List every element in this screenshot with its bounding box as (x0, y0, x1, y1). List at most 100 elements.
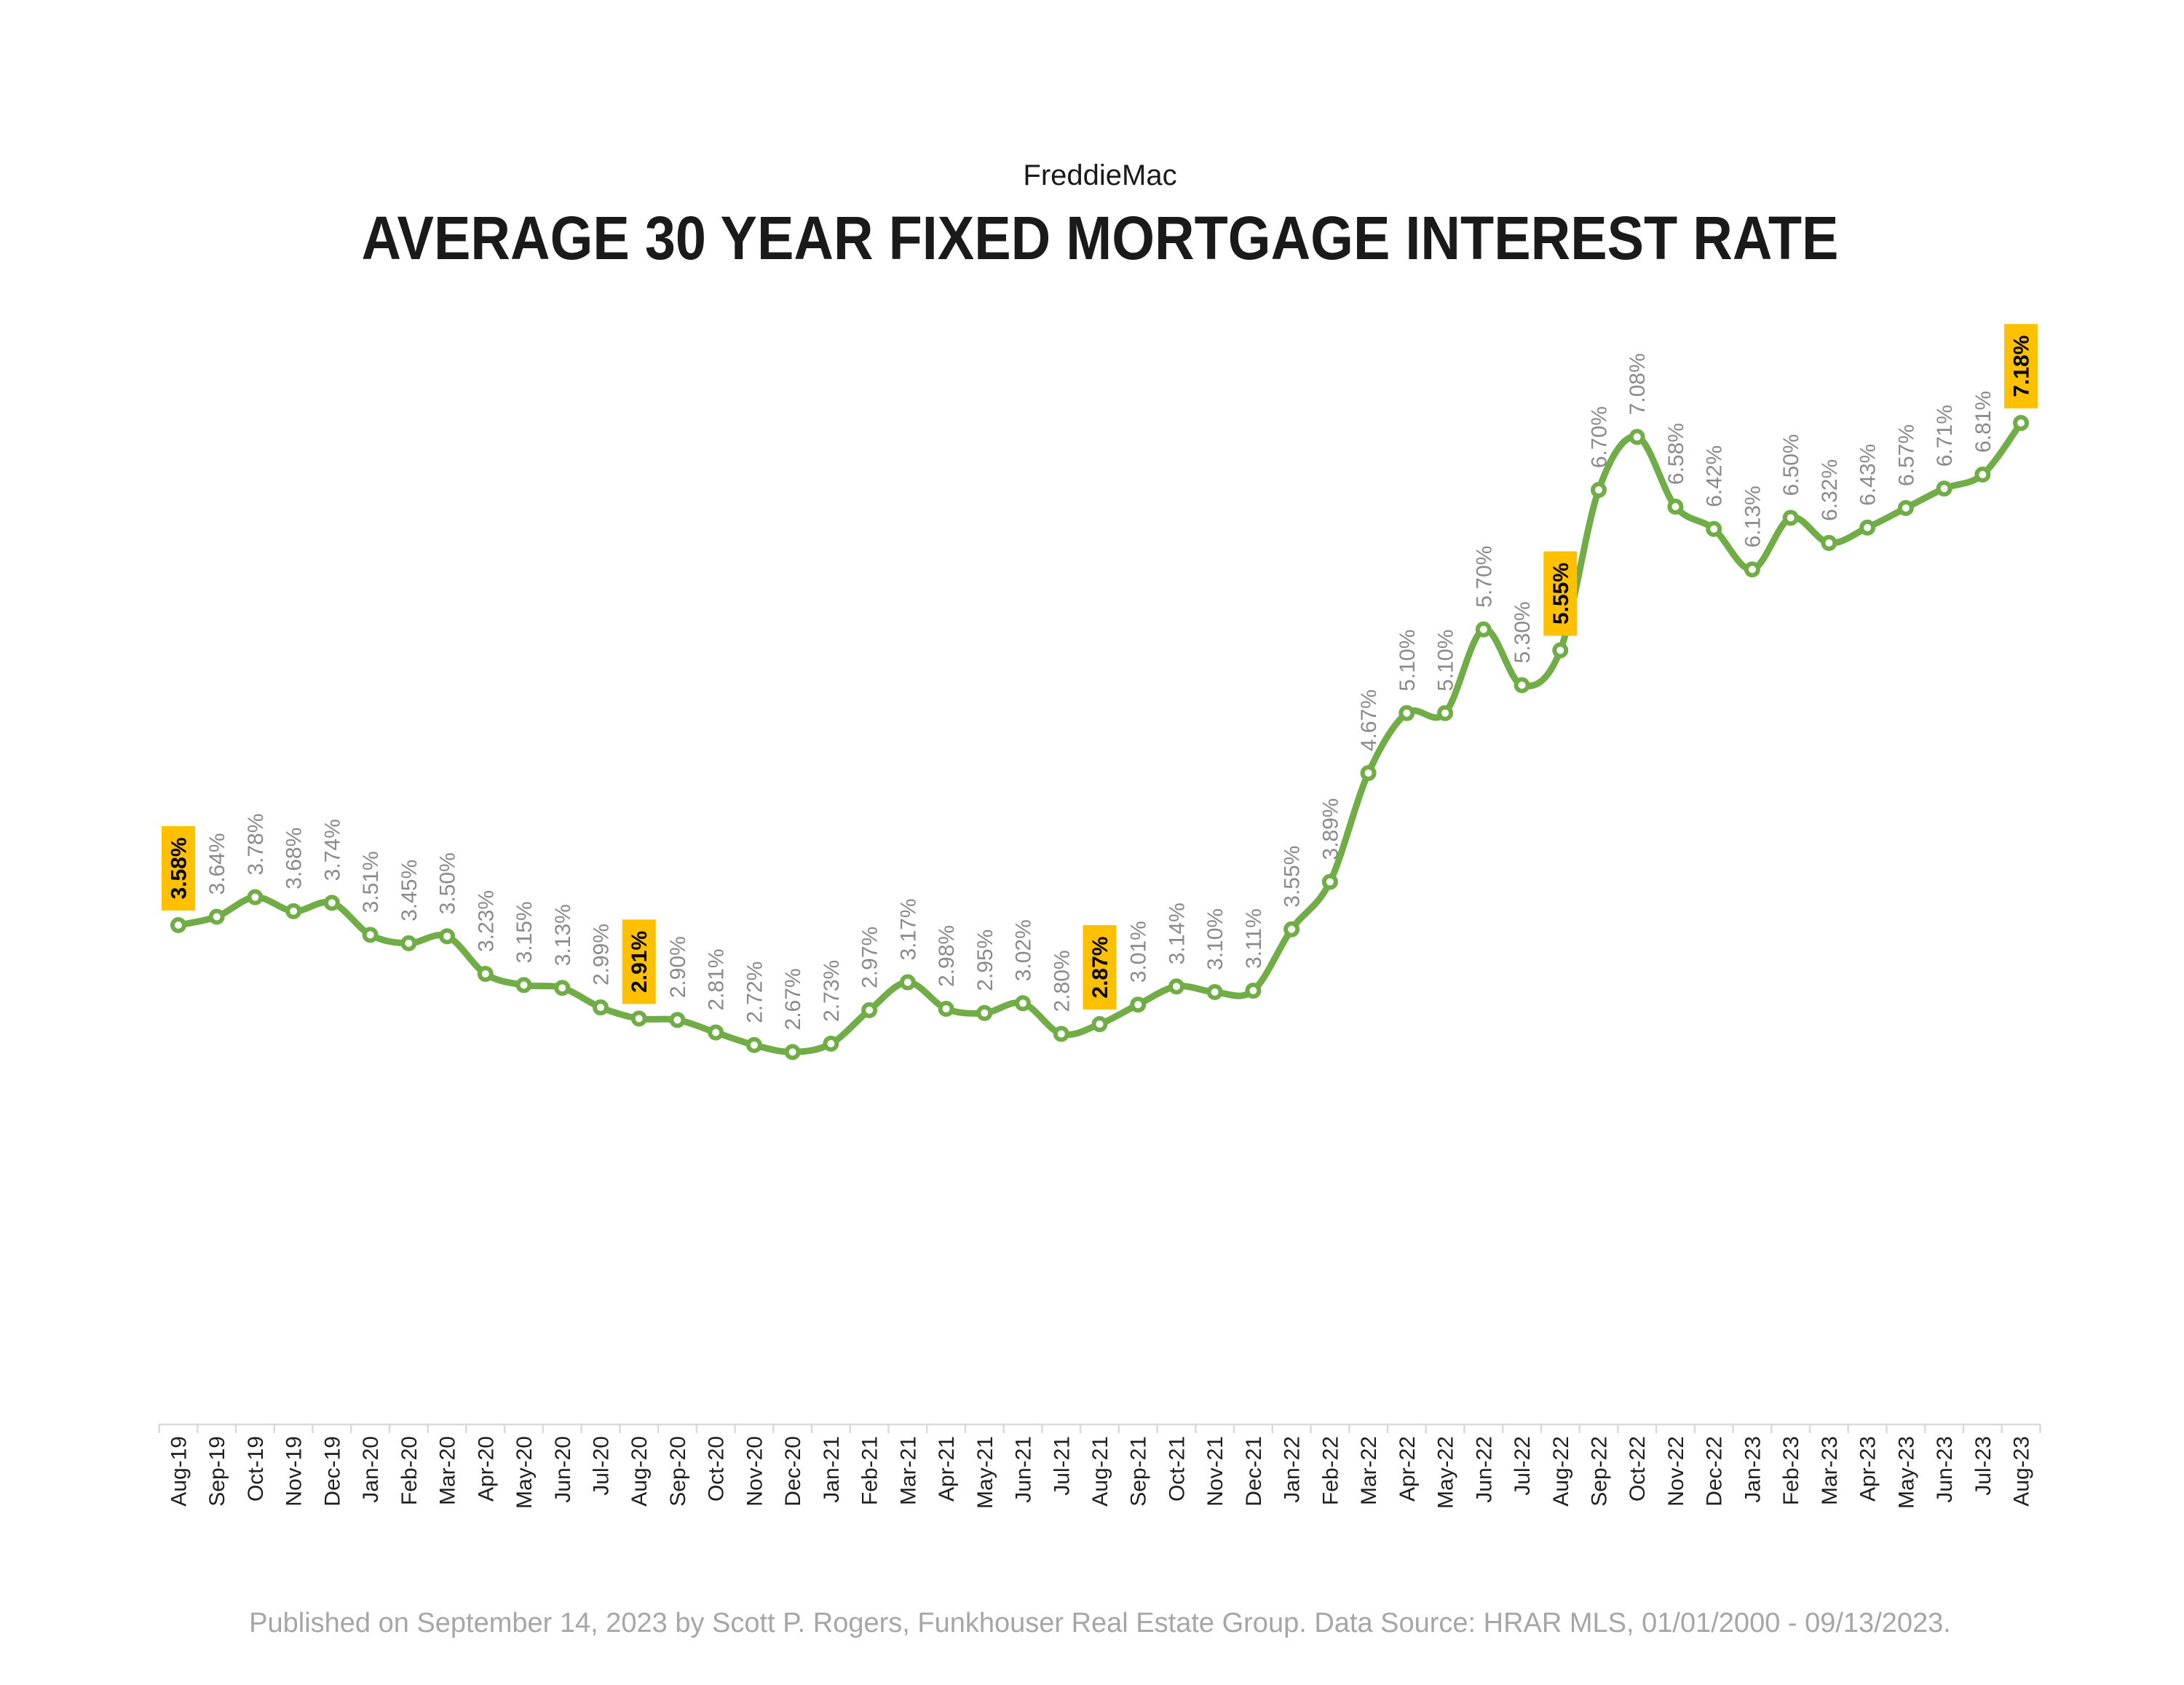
data-label: 5.10% (1396, 630, 1420, 691)
data-label-highlight-box (1543, 551, 1578, 636)
x-tick-label: Jan-23 (1741, 1436, 1765, 1503)
data-label: 4.67% (1357, 689, 1381, 751)
x-tick-label: Aug-21 (1088, 1436, 1112, 1507)
data-label: 2.87% (1088, 936, 1112, 998)
x-tick-label: Oct-22 (1626, 1436, 1650, 1502)
x-tick-label: Apr-21 (935, 1436, 959, 1502)
data-point (515, 977, 532, 994)
data-label: 5.10% (1434, 630, 1458, 691)
data-label: 6.81% (1971, 391, 1995, 453)
data-label: 3.58% (167, 837, 191, 899)
data-point (1437, 705, 1454, 721)
data-point (784, 1044, 801, 1060)
x-tick-label: Feb-21 (858, 1436, 882, 1505)
data-label-highlight: 2.87% (1083, 925, 1117, 1010)
data-label: 6.42% (1703, 445, 1727, 507)
data-point (2013, 415, 2030, 432)
data-label: 3.64% (205, 833, 229, 895)
chart-title: AVERAGE 30 YEAR FIXED MORTGAGE INTEREST … (361, 204, 1839, 272)
x-tick-label: Oct-20 (705, 1436, 729, 1502)
data-label: 6.57% (1894, 424, 1918, 486)
data-point (938, 1000, 954, 1017)
data-label: 6.71% (1933, 405, 1957, 467)
data-point (477, 966, 494, 983)
data-point (1974, 467, 1991, 483)
data-point (593, 999, 609, 1016)
x-tick-label: Jun-22 (1472, 1436, 1496, 1503)
data-label: 3.14% (1165, 903, 1189, 964)
footer-note: Published on September 14, 2023 by Scott… (249, 1608, 1951, 1638)
data-point (208, 908, 225, 925)
x-tick-label: Aug-20 (628, 1436, 652, 1507)
x-tick-label: Jul-22 (1511, 1436, 1535, 1496)
data-label-highlight: 3.58% (161, 825, 195, 911)
x-tick-label: Mar-23 (1818, 1436, 1842, 1505)
data-label: 3.89% (1318, 798, 1342, 860)
data-point (1782, 510, 1799, 526)
x-tick-label: Feb-23 (1779, 1436, 1803, 1505)
data-point (1398, 705, 1415, 721)
x-tick-label: Feb-22 (1318, 1436, 1342, 1505)
data-label: 2.99% (590, 924, 614, 986)
data-point (861, 1002, 878, 1018)
x-tick-label: Jun-20 (551, 1436, 575, 1503)
data-point (1821, 534, 1837, 551)
data-label: 3.17% (896, 898, 920, 960)
data-label: 3.55% (1281, 846, 1305, 908)
data-point (669, 1012, 686, 1028)
x-tick-label: May-23 (1894, 1436, 1918, 1509)
x-tick-label: Aug-23 (2010, 1436, 2034, 1507)
data-label: 2.90% (666, 936, 690, 998)
data-label: 2.80% (1050, 950, 1074, 1012)
data-label: 5.30% (1511, 601, 1535, 663)
data-label: 2.95% (973, 929, 997, 991)
data-label: 3.45% (397, 860, 422, 921)
x-tick-label: Sep-19 (205, 1436, 229, 1507)
data-label: 3.74% (320, 819, 344, 881)
data-label-highlight-box (2004, 324, 2038, 409)
data-point (630, 1010, 647, 1027)
x-tick-label: Nov-20 (743, 1436, 767, 1507)
data-point (439, 928, 456, 945)
data-point (1015, 995, 1032, 1012)
x-tick-label: Mar-20 (436, 1436, 460, 1505)
data-label-highlight-box (1083, 925, 1117, 1010)
data-point (1245, 983, 1262, 999)
data-label: 5.70% (1472, 546, 1496, 608)
data-point (247, 889, 264, 905)
data-point (1667, 499, 1684, 515)
x-tick-label: Jan-20 (359, 1436, 383, 1503)
x-tick-label: Jul-21 (1050, 1436, 1074, 1496)
data-point (1552, 642, 1569, 659)
data-label: 2.67% (781, 968, 805, 1030)
x-tick-label: Jul-23 (1971, 1436, 1995, 1496)
data-point (708, 1024, 724, 1041)
data-label: 7.18% (2010, 336, 2034, 397)
data-label: 6.50% (1779, 434, 1803, 496)
x-tick-label: Oct-21 (1165, 1436, 1189, 1502)
data-label: 6.70% (1587, 406, 1611, 468)
data-point (1859, 519, 1876, 536)
data-point (285, 903, 302, 919)
data-label: 7.08% (1626, 353, 1650, 415)
x-tick-label: Dec-19 (320, 1436, 344, 1507)
data-label-highlight-box (622, 919, 656, 1004)
x-tick-label: Aug-22 (1549, 1436, 1573, 1507)
data-point (1360, 765, 1377, 782)
x-tick-label: Dec-21 (1242, 1436, 1266, 1507)
x-tick-labels: Aug-19 Sep-19 Oct-19 Nov-19 Dec-19 Jan-20 Feb-… (167, 1436, 2033, 1509)
data-point (1744, 561, 1760, 578)
data-point (745, 1036, 762, 1053)
data-point (1168, 978, 1184, 995)
data-point (1130, 996, 1147, 1013)
data-label: 3.11% (1242, 908, 1266, 969)
data-point (400, 935, 417, 951)
x-tick-label: Mar-22 (1357, 1436, 1381, 1505)
data-label: 3.02% (1012, 919, 1036, 981)
data-label: 6.58% (1664, 423, 1688, 485)
data-label-highlight: 5.55% (1543, 551, 1578, 636)
x-tick-label: Dec-20 (781, 1436, 805, 1507)
data-point (976, 1004, 993, 1021)
x-tick-label: May-20 (513, 1436, 537, 1509)
